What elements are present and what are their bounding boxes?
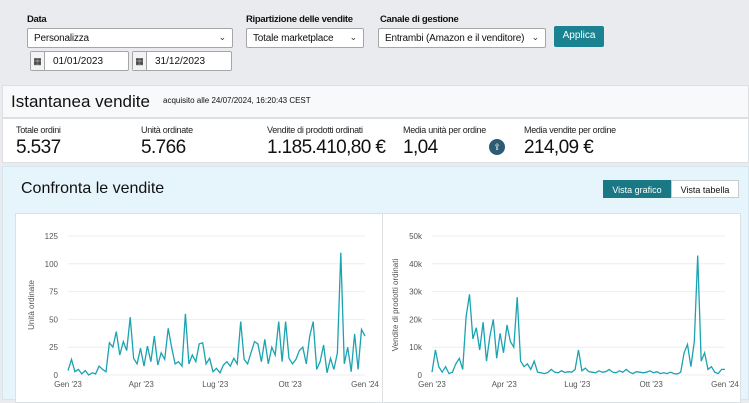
chevron-down-icon: ⌄ <box>531 32 540 42</box>
end-date-value: 31/12/2023 <box>155 56 206 67</box>
metric-label: Media vendite per ordine <box>524 125 616 135</box>
charts-container <box>15 213 741 403</box>
metric-value: 5.766 <box>141 137 186 158</box>
metric-label: Totale ordini <box>16 125 61 135</box>
metric-value: 1.185.410,80 € <box>267 137 386 158</box>
metric-label: Media unità per ordine <box>403 125 486 135</box>
compare-section: Confronta le vendite Vista grafico Vista… <box>2 166 749 403</box>
calendar-icon: ▦ <box>31 52 45 70</box>
table-view-toggle[interactable]: Vista tabella <box>671 180 739 198</box>
apply-button[interactable]: Applica <box>554 26 604 47</box>
end-date-input[interactable]: ▦ 31/12/2023 <box>132 51 232 71</box>
compare-title: Confronta le vendite <box>21 180 165 197</box>
snapshot-timestamp: acquisito alle 24/07/2024, 16:20:43 CEST <box>163 96 311 105</box>
channel-label: Canale di gestione <box>380 14 459 25</box>
start-date-input[interactable]: ▦ 01/01/2023 <box>30 51 129 71</box>
metric-label: Unità ordinate <box>141 125 193 135</box>
chart-divider <box>382 213 383 403</box>
start-date-value: 01/01/2023 <box>53 56 104 67</box>
date-range-select[interactable]: Personalizza ⌄ <box>27 28 233 48</box>
info-icon[interactable]: ⇪ <box>489 139 505 155</box>
date-label: Data <box>27 14 47 25</box>
metric-label: Vendite di prodotti ordinati <box>267 125 363 135</box>
channel-select[interactable]: Entrambi (Amazon e il venditore) ⌄ <box>378 28 546 48</box>
metric-value: 214,09 € <box>524 137 594 158</box>
calendar-icon: ▦ <box>133 52 147 70</box>
date-range-value: Personalizza <box>34 33 89 44</box>
snapshot-header: Istantanea vendite acquisito alle 24/07/… <box>2 85 749 118</box>
breakdown-label: Ripartizione delle vendite <box>246 14 353 25</box>
metric-value: 1,04 <box>403 137 438 158</box>
chevron-down-icon: ⌄ <box>349 32 358 42</box>
snapshot-title: Istantanea vendite <box>11 92 150 111</box>
chart-view-toggle[interactable]: Vista grafico <box>603 180 671 198</box>
channel-value: Entrambi (Amazon e il venditore) <box>385 33 525 44</box>
metric-value: 5.537 <box>16 137 61 158</box>
metrics-row: Totale ordini 5.537 Unità ordinate 5.766… <box>2 118 749 163</box>
breakdown-select[interactable]: Totale marketplace ⌄ <box>246 28 364 48</box>
chevron-down-icon: ⌄ <box>218 32 227 42</box>
breakdown-value: Totale marketplace <box>253 33 334 44</box>
